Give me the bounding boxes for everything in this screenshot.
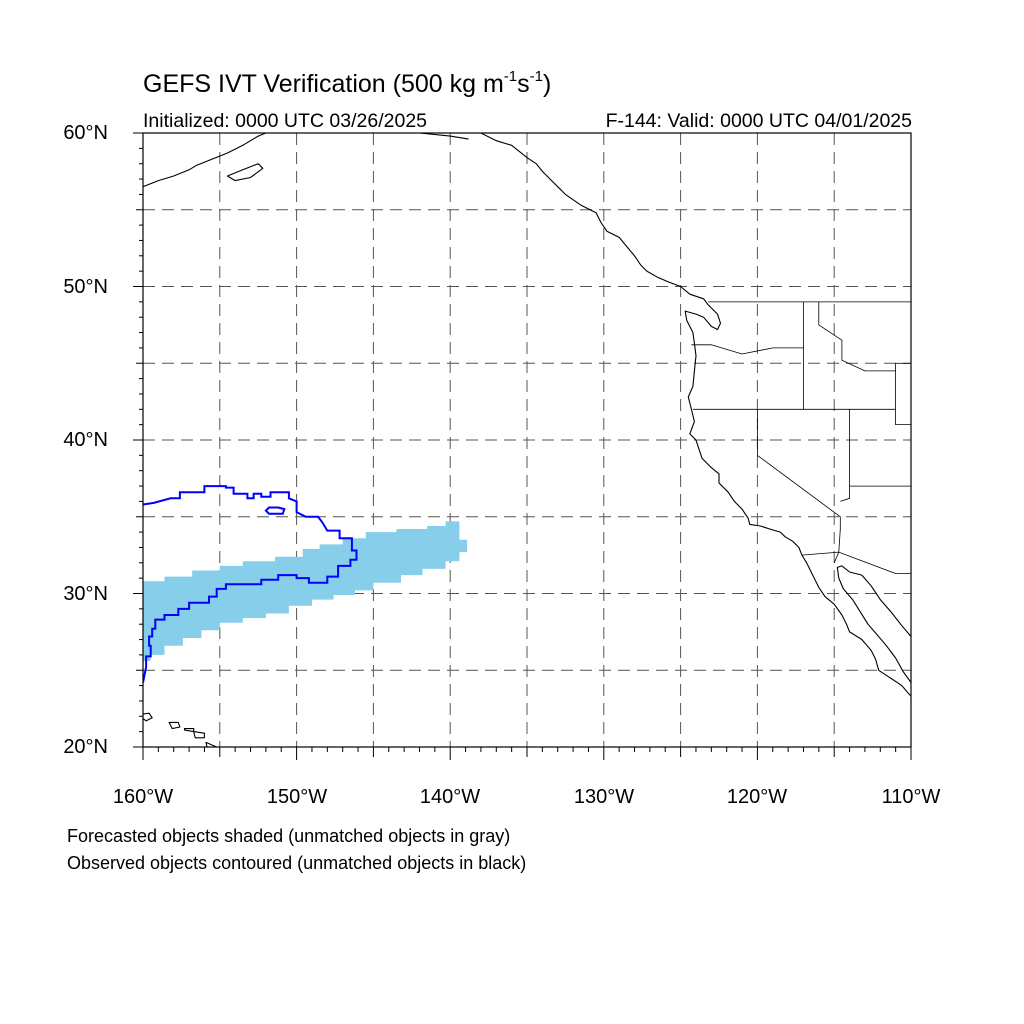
coastline-alaska: [143, 133, 267, 188]
lat-label-20: 20°N: [63, 736, 108, 758]
objects-layer: [143, 485, 468, 683]
state-border: [849, 409, 911, 487]
state-border: [895, 363, 911, 426]
map-title: GEFS IVT Verification (500 kg m-1s-1): [143, 68, 552, 98]
axis-ticks: [133, 132, 912, 760]
lon-label-140w: 140°W: [419, 786, 481, 808]
coastline-north-america: [480, 133, 911, 697]
lon-label-120w: 120°W: [726, 786, 788, 808]
lat-label-30: 30°N: [63, 583, 108, 605]
state-border: [818, 301, 896, 372]
state-border: [757, 409, 841, 553]
observed-object-hole: [264, 506, 286, 515]
coastline-gulf-of-alaska: [312, 133, 469, 140]
coastline-gulf-of-california: [836, 565, 911, 683]
caption-forecast: Forecasted objects shaded (unmatched obj…: [67, 826, 511, 846]
valid-time: F-144: Valid: 0000 UTC 04/01/2025: [605, 110, 912, 132]
lon-label-150w: 150°W: [266, 786, 328, 808]
island-hawaii: [193, 731, 205, 739]
coastlines-layer: [143, 133, 911, 747]
lat-label-40: 40°N: [63, 429, 108, 451]
initialized-time: Initialized: 0000 UTC 03/26/2025: [143, 110, 428, 132]
grid-lines: [143, 133, 911, 747]
island-hawaii: [143, 712, 153, 722]
state-border: [801, 551, 911, 574]
island-hawaii: [205, 741, 218, 747]
observed-object-contour: [143, 485, 358, 683]
lon-label-130w: 130°W: [573, 786, 635, 808]
caption-observed: Observed objects contoured (unmatched ob…: [67, 853, 527, 873]
lon-label-160w: 160°W: [112, 786, 174, 808]
lat-label-60: 60°N: [63, 122, 108, 144]
state-border: [691, 344, 804, 355]
state-border: [840, 486, 850, 502]
lat-label-50: 50°N: [63, 276, 108, 298]
island-kodiak: [226, 163, 264, 182]
state-border: [833, 551, 840, 563]
lon-label-110w: 110°W: [881, 786, 941, 808]
forecast-object: [143, 521, 468, 661]
island-hawaii: [168, 721, 181, 730]
island-hawaii: [183, 728, 195, 733]
